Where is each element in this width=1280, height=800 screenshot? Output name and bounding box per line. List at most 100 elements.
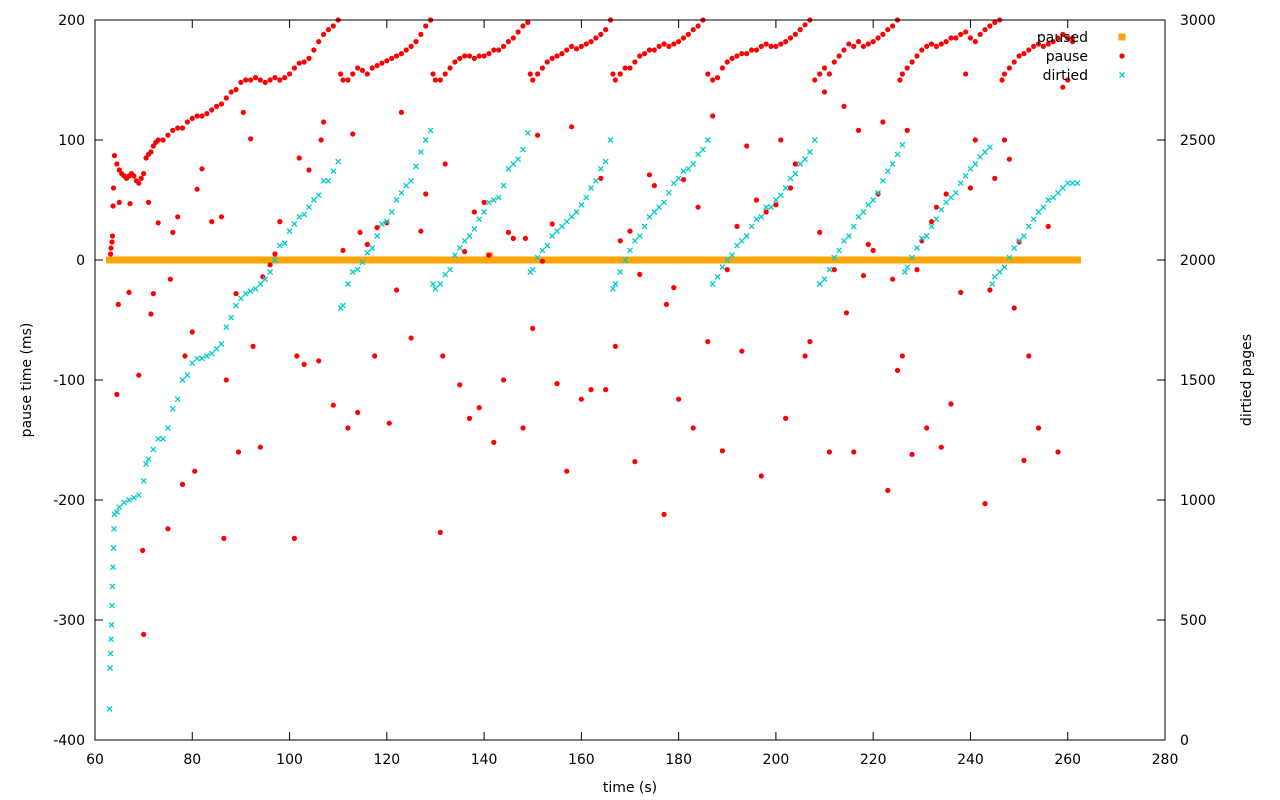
pause-point <box>1011 305 1017 311</box>
pause-point <box>680 35 687 41</box>
pause-point <box>330 23 336 29</box>
pause-point <box>841 47 847 53</box>
pause-point <box>384 220 390 226</box>
pause-point <box>408 335 414 341</box>
pause-point <box>167 276 173 282</box>
x-axis-ticks: 60 80 100 120 140 160 180 200 220 240 260 280 <box>86 20 1178 768</box>
dirtied-point <box>588 185 595 191</box>
pause-point <box>836 53 842 59</box>
pause-point <box>306 55 312 62</box>
pause-point <box>1016 239 1022 245</box>
pause-point <box>165 526 171 532</box>
dirtied-point <box>364 249 371 256</box>
pause-point <box>432 77 439 83</box>
dirtied-point <box>437 281 444 287</box>
dirtied-point <box>952 189 959 196</box>
dirtied-point <box>325 177 332 184</box>
pause-point <box>632 459 638 465</box>
pause-point <box>140 547 146 554</box>
dirtied-point <box>977 153 984 160</box>
pause-point <box>221 535 227 542</box>
pause-point <box>510 235 516 241</box>
pause-point <box>758 473 764 479</box>
pause-point <box>841 103 847 109</box>
pause-point <box>286 71 293 77</box>
dirtied-point <box>1025 223 1032 230</box>
y2-axis-ticks: 0 500 1000 1500 2000 2500 3000 <box>1157 13 1216 749</box>
dirtied-point <box>627 247 633 254</box>
dirtied-point <box>962 173 969 179</box>
pause-point <box>462 53 468 59</box>
x-tick-label: 80 <box>183 752 201 768</box>
pause-point <box>379 60 385 66</box>
dirtied-point <box>135 492 142 499</box>
dirtied-point <box>841 237 847 244</box>
dirtied-point <box>943 199 950 206</box>
pause-point <box>213 103 220 109</box>
y2-tick-label: 1000 <box>1180 493 1216 509</box>
dirtied-point <box>899 141 906 148</box>
dirtied-point <box>223 324 230 331</box>
dirtied-point <box>524 129 531 136</box>
pause-point <box>729 55 735 62</box>
pause-point <box>778 137 784 143</box>
pause-point <box>914 267 920 273</box>
dirtied-point <box>199 355 205 362</box>
pause-point <box>141 631 147 638</box>
dirtied-point <box>699 146 706 153</box>
dirtied-point <box>164 425 171 431</box>
dirtied-point <box>909 254 916 261</box>
pause-point <box>880 119 886 125</box>
paused-point <box>777 256 785 264</box>
pause-point <box>114 161 120 167</box>
dirtied-point <box>106 705 113 712</box>
dirtied-point <box>121 499 128 506</box>
dirtied-point <box>806 149 813 155</box>
pause-point <box>527 71 533 77</box>
pause-point <box>671 41 677 47</box>
pause-point <box>904 65 910 71</box>
pause-point <box>165 132 171 138</box>
dirtied-point <box>315 192 322 199</box>
dirtied-point <box>476 216 483 223</box>
pause-point <box>943 39 949 45</box>
dirtied-point <box>631 237 638 244</box>
series-dirtied <box>106 127 1081 712</box>
pause-point <box>559 51 565 57</box>
pause-point <box>569 43 575 50</box>
pause-point <box>792 161 798 167</box>
pause-point <box>398 51 405 57</box>
pause-point <box>943 191 949 197</box>
pause-point <box>676 39 682 45</box>
dirtied-point <box>563 218 570 225</box>
pause-point <box>851 449 857 455</box>
dirtied-point <box>286 228 293 235</box>
pause-point <box>471 209 477 215</box>
pause-point <box>622 65 628 71</box>
paused-point <box>845 256 853 264</box>
pause-point <box>110 185 117 191</box>
paused-point <box>913 256 921 264</box>
dirtied-point <box>495 194 502 201</box>
pause-point <box>243 77 249 83</box>
dirtied-point <box>1040 204 1047 211</box>
dirtied-point <box>704 137 711 143</box>
pause-point <box>510 35 516 41</box>
pause-point <box>1001 137 1008 143</box>
dirtied-point <box>393 197 400 203</box>
dirtied-point <box>432 285 439 292</box>
pause-point <box>175 125 181 131</box>
pause-point <box>204 111 210 117</box>
pause-point <box>127 201 133 207</box>
dirtied-point <box>340 302 347 309</box>
pause-point <box>145 199 152 205</box>
dirtied-point <box>456 245 463 251</box>
pause-point <box>481 53 487 59</box>
dirtied-point <box>656 204 663 211</box>
pause-point <box>632 59 638 65</box>
dirtied-point <box>485 199 492 206</box>
dirtied-point <box>184 372 191 379</box>
dirtied-point <box>174 396 181 403</box>
dirtied-point <box>865 201 872 208</box>
pause-point <box>753 47 760 53</box>
